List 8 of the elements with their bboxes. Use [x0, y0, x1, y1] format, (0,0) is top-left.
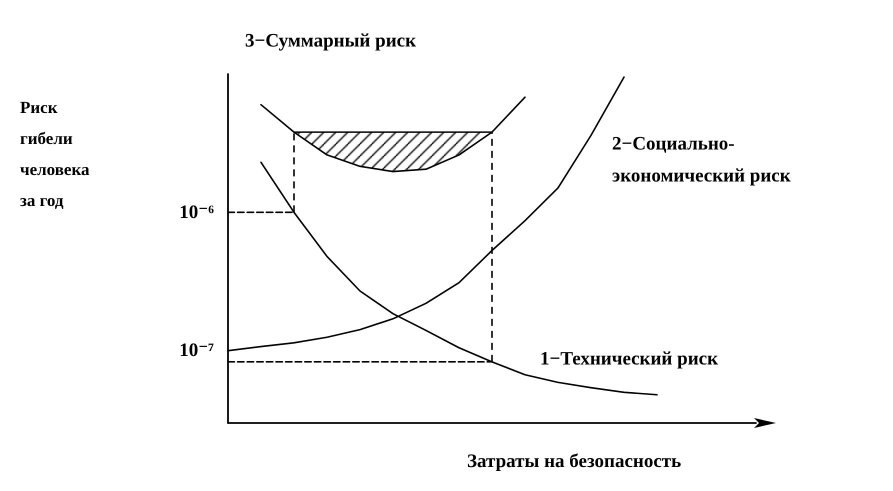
y-tick-label: 10⁻⁶ — [179, 202, 214, 223]
text: Риск гибели человека за год — [20, 98, 94, 210]
line-series — [260, 96, 526, 172]
x-axis-title: Затраты на безопасность — [467, 451, 682, 472]
series-label: 2−Социально-экономический риск — [612, 134, 791, 186]
series-label: 1−Технический риск — [540, 348, 718, 370]
text: 3−Суммарный риск — [245, 30, 416, 52]
y-tick-label: 10⁻⁷ — [179, 340, 214, 362]
